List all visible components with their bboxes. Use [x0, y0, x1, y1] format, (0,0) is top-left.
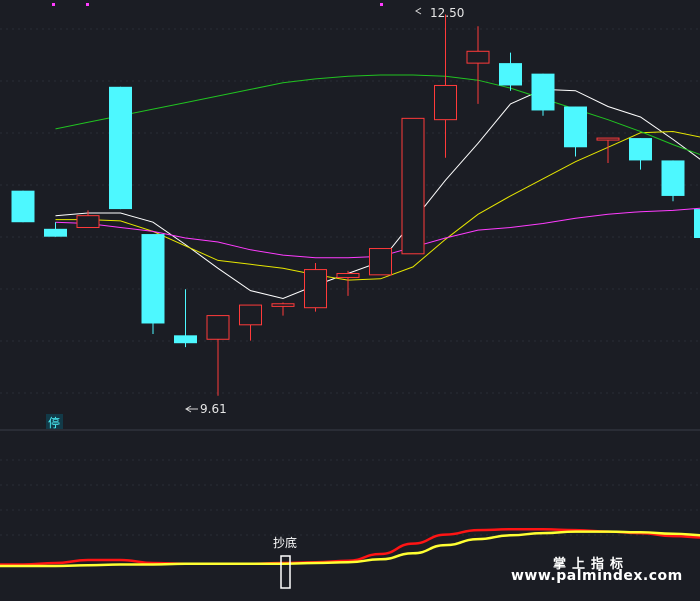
- candle-body: [596, 137, 620, 141]
- low-arrow-icon: [185, 405, 198, 413]
- marker-dot: [86, 3, 89, 6]
- oscillator-panel: 抄底: [0, 528, 700, 589]
- candle: [564, 106, 587, 157]
- price-panel: 12.50 9.61 停: [11, 3, 700, 430]
- candle: [141, 234, 165, 335]
- candle-body: [109, 86, 132, 210]
- candle: [369, 248, 392, 276]
- watermark-url: www.palmindex.com: [511, 568, 683, 584]
- marker-dot: [52, 3, 55, 6]
- candle: [661, 160, 685, 202]
- candle-body: [271, 303, 295, 307]
- candle: [531, 73, 555, 116]
- candle: [271, 302, 295, 316]
- candle: [401, 117, 425, 255]
- candle: [466, 26, 490, 104]
- candle: [44, 222, 67, 237]
- candle-body: [499, 63, 522, 86]
- candlesticks: [11, 14, 700, 396]
- candle-body: [401, 117, 425, 255]
- candle: [109, 86, 132, 210]
- candle: [629, 138, 652, 170]
- stop-badge: 停: [46, 414, 63, 430]
- signal-label: 抄底: [273, 535, 297, 550]
- candle-body: [336, 273, 360, 278]
- candle: [206, 315, 230, 396]
- ma-line-green: [55, 74, 700, 156]
- candle-body: [369, 248, 392, 276]
- candle: [11, 190, 35, 223]
- signal-box: [280, 555, 291, 589]
- bottom-signal: 抄底: [273, 535, 297, 589]
- candle-body: [174, 335, 197, 344]
- oscillator-line-yellow: [0, 530, 700, 568]
- high-price-label: 12.50: [430, 6, 464, 20]
- candle: [304, 262, 327, 312]
- stop-badge-box: [46, 414, 63, 429]
- candle-body: [304, 269, 327, 309]
- high-annotation: 12.50: [415, 6, 464, 20]
- candle: [174, 289, 197, 348]
- grid-lines: [0, 28, 700, 536]
- candle-body: [531, 73, 555, 111]
- low-price-label: 9.61: [200, 402, 227, 416]
- candle: [694, 209, 700, 239]
- high-arrow-icon: [415, 7, 422, 15]
- candle: [336, 270, 360, 296]
- marker-dot: [380, 3, 383, 6]
- candle-body: [141, 234, 165, 324]
- stop-badge-label: 停: [48, 415, 60, 430]
- candle-body: [76, 215, 100, 228]
- watermark-title: 掌上指标: [553, 557, 630, 572]
- candle-body: [694, 209, 700, 239]
- candle-body: [629, 138, 652, 161]
- candle: [239, 304, 262, 341]
- low-annotation: 9.61: [185, 402, 227, 416]
- candle-body: [11, 190, 35, 223]
- oscillator-lines: [0, 528, 700, 568]
- candle-body: [661, 160, 685, 196]
- candle-body: [466, 50, 490, 64]
- candle-body: [564, 106, 587, 148]
- candle: [596, 137, 620, 164]
- top-markers: [52, 3, 383, 6]
- candle: [499, 52, 522, 91]
- candle: [434, 14, 457, 158]
- candle-body: [239, 304, 262, 326]
- candle-body: [434, 84, 457, 121]
- candle: [76, 210, 100, 228]
- candle-body: [44, 228, 67, 237]
- candle-body: [206, 315, 230, 340]
